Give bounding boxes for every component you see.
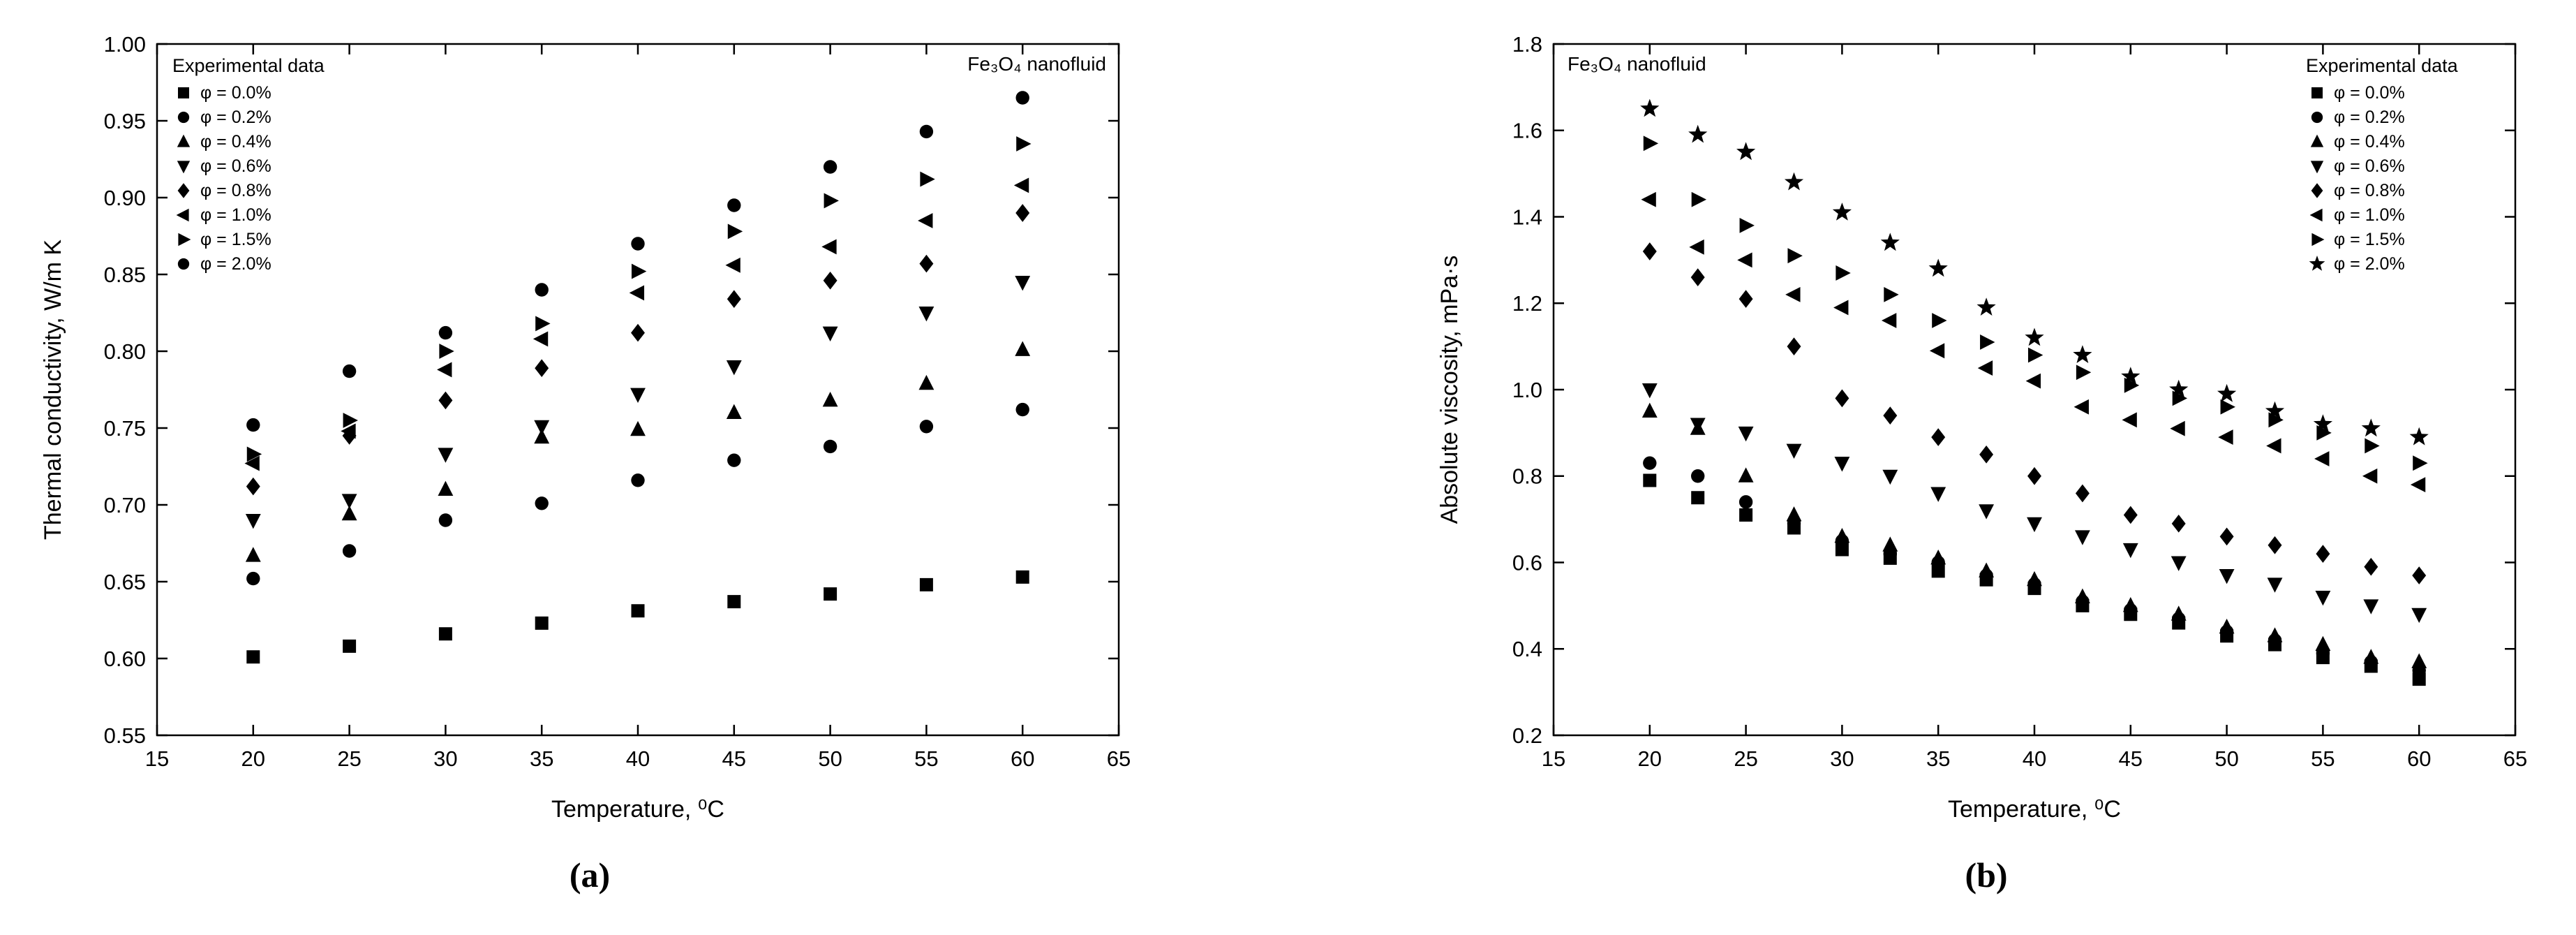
x-tick-label: 45 bbox=[722, 746, 746, 771]
series-2.0 bbox=[246, 91, 1029, 432]
x-axis-ticks: 15 20 25 30 35 40 45 50 55 60 65 bbox=[145, 44, 1131, 771]
x-tick-label: 65 bbox=[2503, 746, 2527, 771]
legend-title: Experimental data bbox=[2306, 55, 2459, 76]
y-axis-ticks: 0.55 0.60 0.65 0.70 0.75 0.80 0.85 0.90 0.95 1.00 bbox=[104, 32, 1119, 748]
x-tick-label: 50 bbox=[2214, 746, 2238, 771]
y-tick-label: 0.85 bbox=[104, 263, 146, 287]
chart-annotation: Fe₃O₄ nanofluid bbox=[1568, 53, 1706, 75]
legend-entry-label: φ = 0.6% bbox=[2334, 156, 2405, 176]
y-tick-label: 1.2 bbox=[1512, 291, 1542, 316]
legend-entry-label: φ = 1.5% bbox=[200, 230, 271, 249]
svg-text:Fe₃O₄ nanofluid: Fe₃O₄ nanofluid bbox=[967, 53, 1106, 75]
y-tick-label: 1.00 bbox=[104, 32, 146, 57]
x-tick-label: 55 bbox=[914, 746, 938, 771]
legend: Experimental data φ = 0.0% φ = 0.2% φ = 0.4… bbox=[2306, 55, 2459, 274]
x-tick-label: 35 bbox=[530, 746, 553, 771]
x-tick-label: 35 bbox=[1926, 746, 1950, 771]
y-tick-label: 0.2 bbox=[1512, 723, 1542, 748]
x-tick-label: 25 bbox=[337, 746, 361, 771]
x-axis-label: Temperature, ⁰C bbox=[1948, 796, 2121, 823]
panel-b: 15 20 25 30 35 40 45 50 55 60 65 0.2 0.4 0.6 0.8 1.0 1.2… bbox=[1421, 13, 2552, 895]
x-tick-label: 30 bbox=[433, 746, 457, 771]
series-0.6 bbox=[1641, 383, 2427, 624]
legend-entry-label: φ = 0.4% bbox=[200, 132, 271, 152]
y-tick-label: 0.95 bbox=[104, 109, 146, 133]
x-tick-label: 30 bbox=[1830, 746, 1854, 771]
thermal-conductivity-chart: 15 20 25 30 35 40 45 50 55 60 650.550.600.650.700.… bbox=[24, 13, 1155, 851]
y-tick-label: 1.0 bbox=[1512, 378, 1542, 402]
series-0.4 bbox=[245, 341, 1031, 562]
x-tick-label: 50 bbox=[818, 746, 842, 771]
y-tick-label: 0.65 bbox=[104, 570, 146, 594]
series-1.5 bbox=[1643, 135, 2428, 471]
x-tick-label: 40 bbox=[626, 746, 650, 771]
axis-titles: Temperature, ⁰C Absolute viscosity, mPa·s bbox=[1436, 256, 2121, 823]
series-0.0 bbox=[246, 570, 1029, 664]
y-tick-label: 1.4 bbox=[1512, 205, 1542, 229]
panel-a: 15 20 25 30 35 40 45 50 55 60 65 0.55 0.60 0.65 0.70 0.… bbox=[24, 13, 1155, 895]
x-tick-label: 45 bbox=[2119, 746, 2143, 771]
legend-entry-label: φ = 1.5% bbox=[2334, 230, 2405, 249]
y-tick-label: 0.90 bbox=[104, 186, 146, 210]
legend-entry-label: φ = 0.0% bbox=[2334, 83, 2405, 103]
y-tick-label: 1.6 bbox=[1512, 119, 1542, 143]
x-tick-label: 20 bbox=[241, 746, 265, 771]
caption-b: (b) bbox=[1965, 855, 2008, 894]
y-tick-label: 0.6 bbox=[1512, 550, 1542, 575]
legend-entry-label: φ = 0.2% bbox=[200, 108, 271, 127]
legend-entry-label: φ = 1.0% bbox=[200, 205, 271, 225]
y-tick-label: 1.8 bbox=[1512, 32, 1542, 57]
y-tick-label: 0.4 bbox=[1512, 637, 1542, 661]
series-1.0 bbox=[1641, 191, 2426, 493]
legend-entry-label: φ = 0.4% bbox=[2334, 132, 2405, 152]
legend: Experimental data φ = 0.0% φ = 0.2% φ = 0.4… bbox=[172, 55, 325, 274]
absolute-viscosity-chart: 15 20 25 30 35 40 45 50 55 60 65 0.2 0.4 0.6 0.8 1.0 1.2… bbox=[1421, 13, 2552, 851]
x-tick-label: 65 bbox=[1107, 746, 1131, 771]
x-axis-ticks: 15 20 25 30 35 40 45 50 55 60 65 bbox=[1542, 44, 2527, 771]
legend-entry-label: φ = 2.0% bbox=[2334, 254, 2405, 274]
series-0.2 bbox=[246, 402, 1029, 586]
series-0.6 bbox=[245, 275, 1031, 529]
axis-titles: Temperature, ⁰C Thermal conductivity, W/m… bbox=[40, 240, 724, 823]
x-tick-label: 15 bbox=[1542, 746, 1565, 771]
series-1.5 bbox=[246, 136, 1032, 462]
series-0.2 bbox=[1643, 456, 2426, 677]
series-1.0 bbox=[244, 177, 1029, 471]
chart-annotation: Fe₃O₄ nanofluid bbox=[967, 53, 1106, 75]
y-tick-label: 0.70 bbox=[104, 493, 146, 517]
x-tick-label: 60 bbox=[1011, 746, 1034, 771]
x-tick-label: 40 bbox=[2023, 746, 2046, 771]
legend-entry-label: φ = 0.2% bbox=[2334, 108, 2405, 127]
y-tick-label: 0.60 bbox=[104, 647, 146, 671]
series-2.0 bbox=[1640, 98, 2429, 446]
y-tick-label: 0.75 bbox=[104, 416, 146, 441]
y-tick-label: 0.80 bbox=[104, 339, 146, 364]
series-0.4 bbox=[1641, 402, 2427, 668]
x-tick-label: 20 bbox=[1638, 746, 1662, 771]
x-tick-label: 55 bbox=[2311, 746, 2335, 771]
svg-text:Fe₃O₄ nanofluid: Fe₃O₄ nanofluid bbox=[1568, 53, 1706, 75]
x-tick-label: 15 bbox=[145, 746, 169, 771]
y-axis-ticks: 0.2 0.4 0.6 0.8 1.0 1.2 1.4 1.6 1.8 bbox=[1512, 32, 2515, 748]
x-axis-label: Temperature, ⁰C bbox=[551, 796, 724, 823]
legend-entry-label: φ = 0.0% bbox=[200, 83, 271, 103]
x-tick-label: 25 bbox=[1734, 746, 1757, 771]
legend-entry-label: φ = 1.0% bbox=[2334, 205, 2405, 225]
legend-entry-label: φ = 0.6% bbox=[200, 156, 271, 176]
y-axis-label: Thermal conductivity, W/m K bbox=[40, 240, 66, 540]
legend-title: Experimental data bbox=[172, 55, 325, 76]
legend-entry-label: φ = 0.8% bbox=[2334, 181, 2405, 200]
x-tick-label: 60 bbox=[2407, 746, 2431, 771]
y-axis-label: Absolute viscosity, mPa·s bbox=[1436, 256, 1463, 524]
series-0.8 bbox=[1642, 242, 2427, 584]
legend-entry-label: φ = 2.0% bbox=[200, 254, 271, 274]
legend-entry-label: φ = 0.8% bbox=[200, 181, 271, 200]
y-tick-label: 0.55 bbox=[104, 723, 146, 748]
y-tick-label: 0.8 bbox=[1512, 464, 1542, 489]
caption-a: (a) bbox=[569, 855, 611, 894]
